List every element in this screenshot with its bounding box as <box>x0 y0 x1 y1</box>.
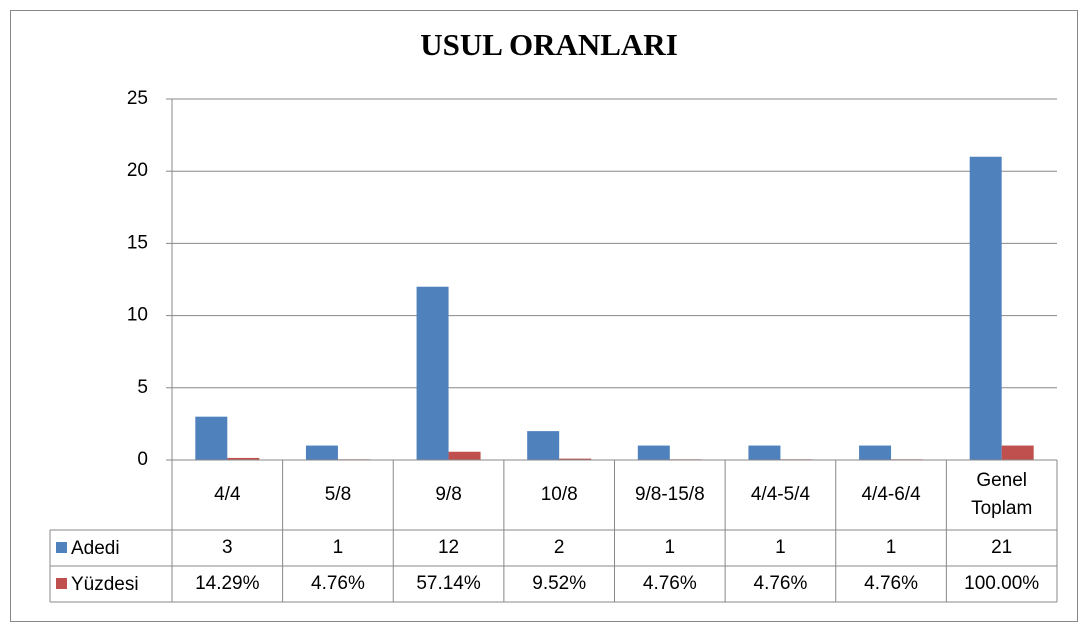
legend-key <box>56 578 67 589</box>
table-value: 100.00% <box>964 573 1040 594</box>
y-tick-label: 25 <box>127 88 148 109</box>
x-tick-label: 4/4-6/4 <box>861 484 921 505</box>
table-value: 4.76% <box>753 573 808 594</box>
chart-title: USUL ORANLARI <box>420 27 678 62</box>
bar <box>527 431 560 460</box>
table-value: 9.52% <box>532 573 587 594</box>
bar <box>1001 445 1034 460</box>
x-tick-label: Genel Toplam <box>971 470 1033 519</box>
legend-label: Yüzdesi <box>71 574 139 595</box>
bar <box>859 445 892 460</box>
table-value: 4.76% <box>642 573 697 594</box>
bar <box>969 156 1002 460</box>
table-value: 1 <box>664 537 676 558</box>
x-tick-label: 9/8 <box>435 484 462 505</box>
bar <box>195 416 228 460</box>
y-tick-label: 5 <box>137 377 148 398</box>
table-value: 4.76% <box>864 573 918 594</box>
table-value: 12 <box>437 537 460 558</box>
bar <box>416 286 449 460</box>
bar <box>559 458 592 460</box>
bar <box>305 445 338 460</box>
bar <box>227 457 260 460</box>
x-tick-label: 10/8 <box>540 484 578 505</box>
table-value: 1 <box>885 537 897 558</box>
bar <box>637 445 670 460</box>
table-value: 1 <box>332 537 344 558</box>
bar <box>448 451 481 460</box>
y-tick-label: 20 <box>127 160 148 181</box>
x-tick-label: 4/4 <box>214 484 241 505</box>
legend-key <box>56 542 67 553</box>
y-tick-label: 0 <box>137 449 148 470</box>
table-value: 4.76% <box>311 573 365 594</box>
bar <box>748 445 781 460</box>
x-tick-label: 9/8-15/8 <box>634 484 705 505</box>
table-value: 57.14% <box>416 573 481 594</box>
x-tick-label: 5/8 <box>324 484 352 505</box>
table-value: 2 <box>553 537 565 558</box>
x-tick-label: 4/4-5/4 <box>750 484 811 505</box>
legend-label: Adedi <box>71 538 120 559</box>
table-value: 1 <box>775 537 786 558</box>
y-tick-label: 10 <box>127 305 148 326</box>
table-value: 21 <box>991 537 1013 558</box>
y-tick-label: 15 <box>127 232 148 253</box>
table-value: 14.29% <box>195 573 260 594</box>
table-value: 3 <box>222 537 233 558</box>
